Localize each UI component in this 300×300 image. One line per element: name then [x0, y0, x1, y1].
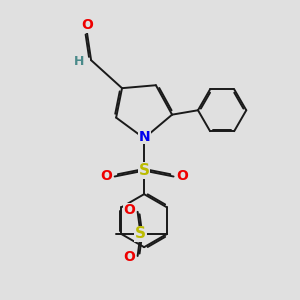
Text: O: O [100, 169, 112, 184]
Text: O: O [123, 250, 135, 265]
Text: N: N [138, 130, 150, 144]
Text: O: O [176, 169, 188, 184]
Text: H: H [74, 55, 84, 68]
Text: O: O [123, 203, 135, 218]
Text: O: O [81, 18, 93, 32]
Text: S: S [139, 163, 150, 178]
Text: S: S [135, 226, 146, 242]
